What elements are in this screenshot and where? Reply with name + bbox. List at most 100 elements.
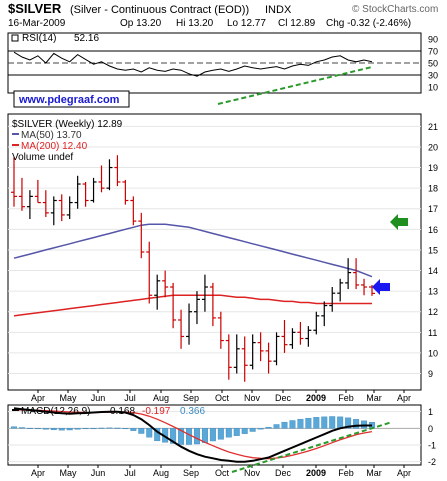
price-tick-label: 12 [428,307,438,317]
price-bar [241,336,248,382]
price-tick-label: 13 [428,287,438,297]
instrument-name: (Silver - Continuous Contract (EOD)) [70,4,249,16]
price-xtick-label: May [59,393,77,403]
symbol-title: $SILVER [8,1,62,16]
price-bar [178,309,185,349]
rsi-tick-label: 10 [428,83,438,93]
price-bar [297,322,304,345]
macd-hist-bar [106,427,113,429]
price-bar [369,284,375,296]
price-bar [130,196,137,226]
macd-hist-bar [170,428,177,444]
price-bar [122,179,129,205]
price-panel [7,113,422,391]
price-bar [305,326,312,347]
price-grid [8,125,421,375]
legend-ma200: MA(200) 12.40 [21,141,88,152]
price-bar [34,179,41,204]
macd-hist-bar [257,428,264,430]
price-bar [217,311,224,349]
price-bar [26,190,33,220]
ma50-line [13,223,373,278]
macd-hist-bar [90,428,97,430]
price-bar [154,274,161,310]
arrow-blue-icon [372,279,390,295]
macd-hist-bar [18,427,25,429]
macd-hist-bar [241,428,248,434]
rsi-tick-label: 70 [428,47,438,57]
rsi-tick-label: 50 [428,59,438,69]
price-tick-label: 15 [428,245,438,255]
macd-tick-label: 0 [428,424,433,434]
macd-xtick-label: Oct [215,468,230,478]
macd-line [13,407,372,463]
macd-hist-bar [201,428,208,443]
rsi-legend: RSI(14) 52.16 [11,33,99,44]
macd-hist-bar [297,418,304,429]
macd-hist-bar [209,428,216,442]
ma200-line [13,294,372,317]
macd-hist-bar [74,428,81,430]
price-bar [18,177,25,211]
high-value: Hi 13.20 [176,18,214,29]
website-box [13,90,130,108]
price-bar [289,328,296,349]
price-bar [201,274,208,312]
price-bar [193,291,200,325]
open-value: Op 13.20 [120,18,162,29]
macd-hist-bar [98,427,105,429]
macd-legend-hist: 0.366 [180,406,205,417]
price-bar [74,175,81,209]
price-xtick-label: Sep [183,393,199,403]
price-bar [257,332,264,362]
macd-hist-bar [233,428,240,436]
macd-hist-bar [305,417,312,429]
price-plot [11,155,375,382]
price-legend: $SILVER (Weekly) 12.89 MA(50) 13.70 MA(2… [12,119,123,163]
macd-xtick-label: Jun [91,468,106,478]
macd-xtick-label: Apr [397,468,411,478]
rsi-trendline [217,66,373,105]
rsi-legend-label: RSI(14) [22,33,56,44]
price-bar [353,258,360,290]
price-tick-label: 16 [428,225,438,235]
macd-hist-bar [82,428,89,430]
macd-hist-bar [42,428,49,430]
price-bar [345,258,352,290]
macd-xtick-label: Aug [153,468,169,478]
rsi-line [13,51,373,77]
price-xtick-label: Mar [366,393,382,403]
macd-axis: 1 0 -1 -2 [428,407,436,467]
price-bar [66,196,73,220]
price-x-axis: Apr May Jun Jul Aug Sep Oct Nov Dec 2009 Feb Mar Apr [31,390,411,403]
price-tick-label: 10 [428,348,438,358]
price-bar [225,334,232,380]
rsi-plot [8,50,421,77]
macd-trendline [231,421,393,473]
price-bar [249,334,256,370]
price-bar [138,212,145,259]
price-xtick-label: 2009 [306,393,326,403]
macd-legend: MACD(12,26,9) 0.168 -0.197 0.366 [12,406,205,417]
macd-xtick-label: 2009 [306,468,326,478]
macd-hist-bar [146,428,153,438]
price-bar [321,301,328,327]
macd-hist-bar [353,419,360,429]
price-xtick-label: Apr [397,393,411,403]
price-bar [361,278,368,296]
price-xtick-label: Dec [275,393,292,403]
macd-xtick-label: Feb [338,468,354,478]
rsi-axis: 90 70 50 30 10 [428,35,438,93]
macd-legend-macd: 0.168 [110,406,135,417]
price-tick-label: 9 [428,369,433,379]
macd-legend-label: MACD(12,26,9) [21,406,90,417]
rsi-tick-label: 90 [428,35,438,45]
price-xtick-label: Apr [31,393,45,403]
price-tick-label: 18 [428,184,438,194]
macd-hist-bar [225,428,232,438]
macd-hist-bar [337,416,344,429]
price-bar [313,311,320,335]
macd-hist-bar [138,428,145,434]
